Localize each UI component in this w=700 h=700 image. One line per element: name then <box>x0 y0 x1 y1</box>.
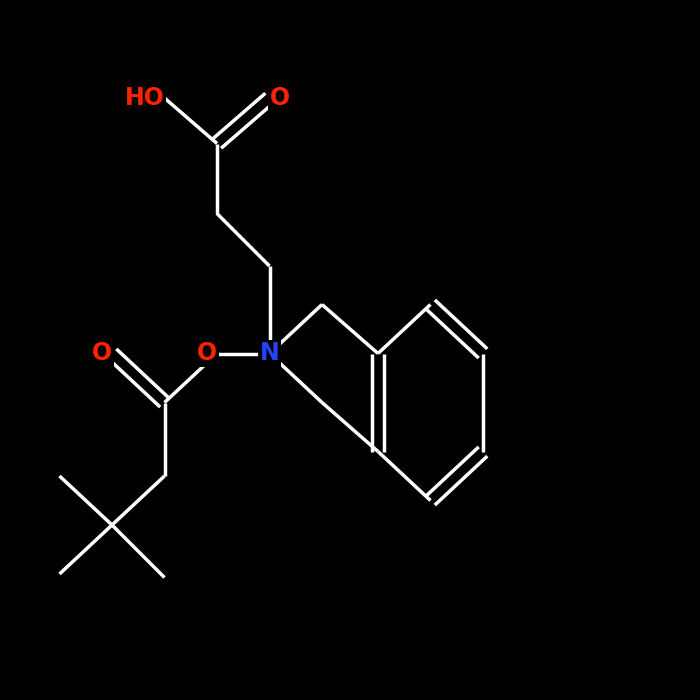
Text: N: N <box>260 342 279 365</box>
Text: O: O <box>92 342 112 365</box>
Text: O: O <box>197 342 217 365</box>
Text: O: O <box>270 86 290 110</box>
Text: HO: HO <box>125 86 164 110</box>
